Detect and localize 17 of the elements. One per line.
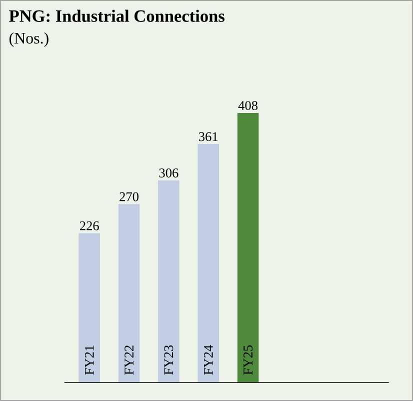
data-label: 361 [199, 132, 218, 142]
bar [118, 204, 140, 383]
data-label: 408 [238, 101, 258, 110]
chart-subtitle: (Nos.) [9, 32, 48, 47]
data-label: 270 [120, 192, 139, 202]
x-tick-label: FY25 [244, 345, 253, 375]
chart-title: PNG: Industrial Connections [9, 10, 224, 22]
x-tick-label: FY23 [164, 345, 174, 375]
data-label: 306 [159, 168, 178, 178]
bar [78, 233, 100, 383]
bar [237, 112, 259, 383]
data-label: 226 [80, 221, 99, 230]
bar [158, 180, 180, 383]
bar [198, 144, 220, 383]
x-tick-label: FY24 [204, 345, 213, 375]
x-tick-label: FY21 [84, 346, 94, 375]
x-tick-label: FY22 [124, 346, 134, 375]
